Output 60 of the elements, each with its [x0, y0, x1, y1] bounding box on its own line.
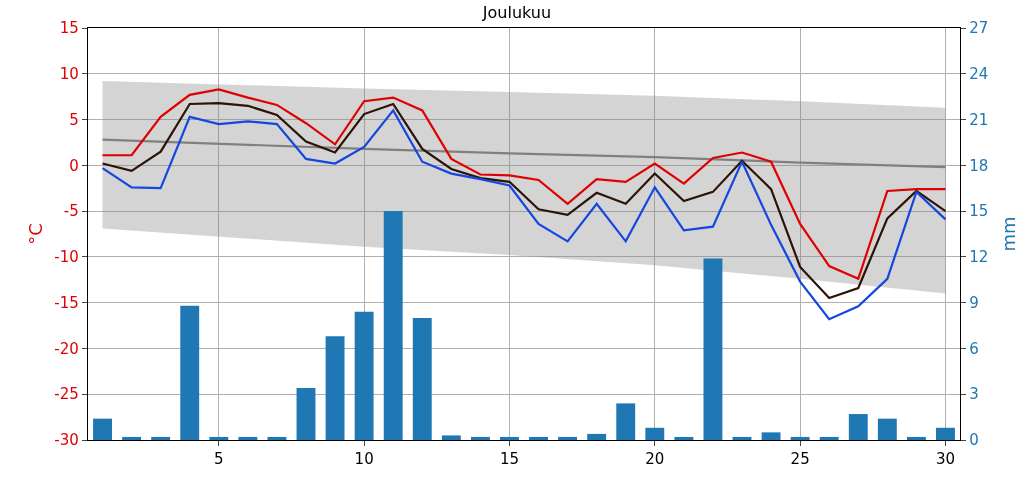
y2-tick-label: 27	[969, 19, 989, 38]
bar	[558, 436, 578, 440]
y-tick-label: -15	[54, 293, 79, 312]
x-tick-label: 25	[790, 450, 810, 469]
bar	[412, 317, 432, 440]
bar	[819, 436, 839, 440]
line-series	[101, 138, 947, 169]
x-tick-label: 15	[499, 450, 520, 469]
y2-tick-label: 9	[969, 293, 979, 312]
bar	[529, 436, 548, 440]
bar	[441, 435, 461, 440]
y-tick-label: -25	[54, 385, 79, 404]
y2-tick-label: 15	[969, 202, 989, 221]
bar	[790, 436, 810, 440]
bar	[587, 433, 607, 440]
bar	[209, 436, 229, 440]
bar	[238, 436, 258, 440]
chart-title: Joulukuu	[481, 3, 552, 23]
bar	[93, 418, 112, 440]
x-tick-label: 30	[935, 450, 956, 469]
bar	[645, 427, 665, 440]
bar	[383, 211, 403, 440]
y-tick-label: 15	[59, 19, 79, 38]
y-tick-label: 0	[69, 156, 79, 175]
bar	[180, 305, 200, 440]
y-tick-label: -10	[54, 248, 79, 267]
y2-tick-label: 3	[969, 385, 979, 404]
x-tick-label: 5	[214, 450, 224, 469]
y-tick-label: -20	[54, 339, 79, 358]
y-axis-title: °C	[24, 223, 46, 245]
y2-tick-label: 21	[969, 110, 989, 129]
bar	[354, 311, 374, 440]
y2-tick-label: 6	[969, 339, 979, 358]
bar	[936, 427, 955, 440]
bar	[848, 414, 868, 440]
bar	[296, 388, 316, 440]
bar	[470, 436, 490, 440]
bar	[703, 258, 723, 440]
bar	[732, 436, 752, 440]
x-tick-label: 10	[354, 450, 374, 469]
bar	[325, 336, 345, 440]
bar	[151, 436, 171, 440]
y2-tick-label: 24	[969, 65, 989, 84]
bar	[761, 432, 781, 440]
bar	[674, 436, 694, 440]
y-tick-label: -30	[54, 431, 79, 450]
bar	[906, 436, 926, 440]
bar	[500, 436, 519, 440]
y-tick-label: 5	[69, 110, 79, 129]
y2-tick-label: 18	[969, 156, 989, 175]
bar	[877, 418, 897, 440]
bar	[122, 436, 142, 440]
y2-axis-title: mm	[998, 216, 1020, 252]
y2-tick-label: 0	[969, 431, 979, 450]
y-tick-label: -5	[63, 202, 79, 221]
x-tick-label: 20	[645, 450, 665, 469]
y2-tick-label: 12	[969, 248, 989, 267]
bar	[616, 403, 636, 440]
bar	[267, 436, 287, 440]
y-tick-label: 10	[59, 65, 79, 84]
